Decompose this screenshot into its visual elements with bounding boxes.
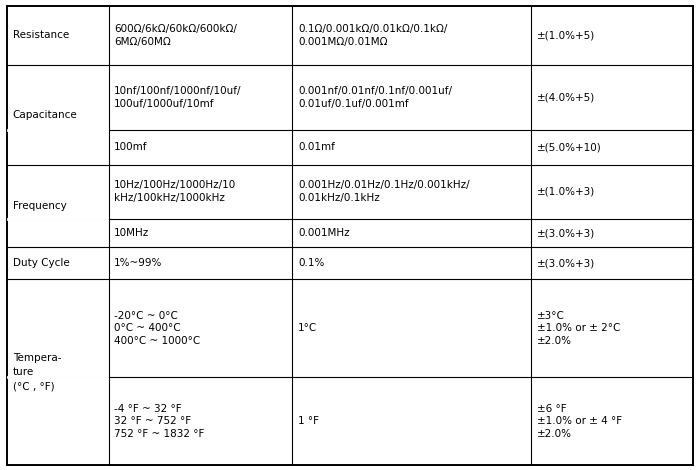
Text: ±(3.0%+3): ±(3.0%+3) xyxy=(537,228,595,238)
Text: ±(5.0%+10): ±(5.0%+10) xyxy=(537,142,601,152)
Text: 10MHz: 10MHz xyxy=(114,228,149,238)
Text: 10Hz/100Hz/1000Hz/10
kHz/100kHz/1000kHz: 10Hz/100Hz/1000Hz/10 kHz/100kHz/1000kHz xyxy=(114,180,237,203)
Text: 0.1Ω/0.001kΩ/0.01kΩ/0.1kΩ/
0.001MΩ/0.01MΩ: 0.1Ω/0.001kΩ/0.01kΩ/0.1kΩ/ 0.001MΩ/0.01M… xyxy=(298,24,447,47)
Text: Duty Cycle: Duty Cycle xyxy=(13,258,69,268)
Text: Resistance: Resistance xyxy=(13,31,69,40)
Text: 0.01mf: 0.01mf xyxy=(298,142,335,152)
Text: ±(4.0%+5): ±(4.0%+5) xyxy=(537,92,595,102)
Text: 10nf/100nf/1000nf/10uf/
100uf/1000uf/10mf: 10nf/100nf/1000nf/10uf/ 100uf/1000uf/10m… xyxy=(114,86,242,109)
Text: -20°C ~ 0°C
0°C ~ 400°C
400°C ~ 1000°C: -20°C ~ 0°C 0°C ~ 400°C 400°C ~ 1000°C xyxy=(114,311,200,346)
Text: 0.001MHz: 0.001MHz xyxy=(298,228,349,238)
Text: ±(1.0%+5): ±(1.0%+5) xyxy=(537,31,595,40)
Text: Capacitance: Capacitance xyxy=(13,110,77,120)
Text: Frequency: Frequency xyxy=(13,201,66,211)
Text: ±(3.0%+3): ±(3.0%+3) xyxy=(537,258,595,268)
Text: 1°C: 1°C xyxy=(298,323,317,333)
Text: 1 °F: 1 °F xyxy=(298,416,319,426)
Text: Tempera-
ture
(°C , °F): Tempera- ture (°C , °F) xyxy=(13,353,61,392)
Text: 600Ω/6kΩ/60kΩ/600kΩ/
6MΩ/60MΩ: 600Ω/6kΩ/60kΩ/600kΩ/ 6MΩ/60MΩ xyxy=(114,24,237,47)
Text: 100mf: 100mf xyxy=(114,142,148,152)
Text: 1%~99%: 1%~99% xyxy=(114,258,162,268)
Text: 0.001Hz/0.01Hz/0.1Hz/0.001kHz/
0.01kHz/0.1kHz: 0.001Hz/0.01Hz/0.1Hz/0.001kHz/ 0.01kHz/0… xyxy=(298,180,470,203)
Text: 0.001nf/0.01nf/0.1nf/0.001uf/
0.01uf/0.1uf/0.001mf: 0.001nf/0.01nf/0.1nf/0.001uf/ 0.01uf/0.1… xyxy=(298,86,452,109)
Text: ±3°C
±1.0% or ± 2°C
±2.0%: ±3°C ±1.0% or ± 2°C ±2.0% xyxy=(537,311,620,346)
Text: ±(1.0%+3): ±(1.0%+3) xyxy=(537,187,595,197)
Text: -4 °F ~ 32 °F
32 °F ~ 752 °F
752 °F ~ 1832 °F: -4 °F ~ 32 °F 32 °F ~ 752 °F 752 °F ~ 18… xyxy=(114,404,204,439)
Text: ±6 °F
±1.0% or ± 4 °F
±2.0%: ±6 °F ±1.0% or ± 4 °F ±2.0% xyxy=(537,404,622,439)
Text: 0.1%: 0.1% xyxy=(298,258,324,268)
